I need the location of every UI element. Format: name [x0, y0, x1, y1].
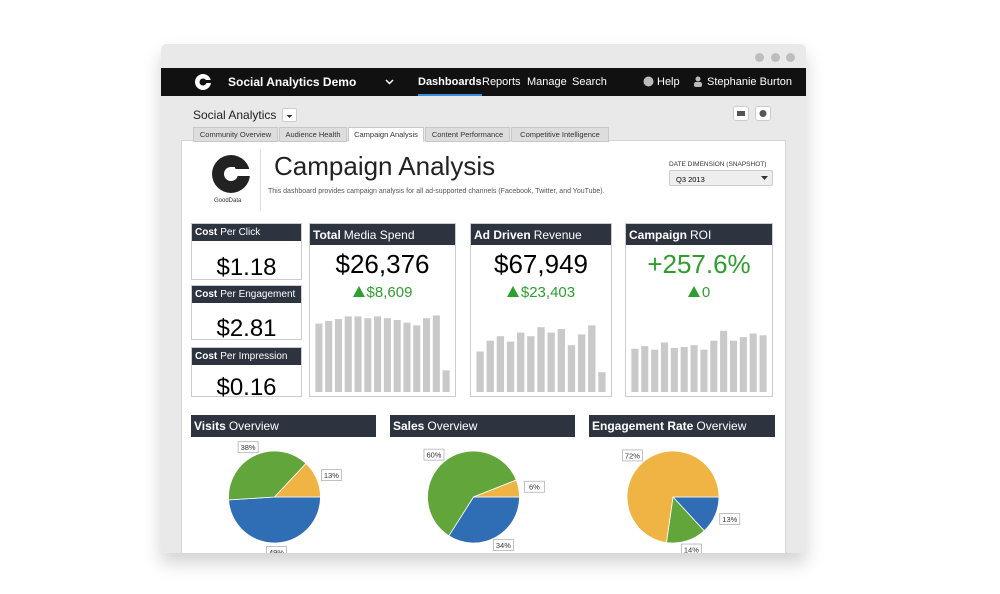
window-dot[interactable] — [755, 53, 764, 62]
card-header: Ad Driven Revenue — [471, 224, 611, 245]
tab[interactable]: Competitive Intelligence — [511, 127, 609, 142]
card-value: $26,376 — [335, 249, 430, 279]
logo-icon[interactable] — [194, 73, 212, 91]
kpi-header: Cost Per Impression — [192, 348, 301, 365]
pie-header-rest: Overview — [228, 419, 279, 433]
card-header-rest: Revenue — [533, 228, 582, 242]
pie-header: Visits Overview — [191, 415, 376, 437]
delta-value: $23,403 — [520, 284, 576, 301]
card-header-rest: ROI — [690, 228, 712, 242]
user-icon[interactable] — [693, 76, 703, 87]
window-dot[interactable] — [771, 53, 780, 62]
card-header-rest: Media Spend — [343, 228, 415, 242]
kpi-header-rest: Per Engagement — [220, 289, 296, 300]
card-header: Campaign ROI — [626, 224, 772, 245]
nav-link[interactable]: Manage — [527, 76, 567, 88]
kpi-header-bold: Cost — [195, 351, 218, 362]
window-dot[interactable] — [786, 53, 795, 62]
up-arrow — [352, 286, 365, 297]
chevron[interactable] — [385, 79, 394, 85]
pie-header-bold: Sales — [393, 419, 425, 433]
nav-bar: Social Analytics Demo Dashboards Reports… — [161, 68, 806, 96]
pie-header-bold: Visits — [194, 419, 226, 433]
card-header-bold: Total — [313, 228, 341, 242]
card-delta: 0 — [626, 284, 772, 301]
pie-header-bold: Engagement Rate — [592, 419, 694, 433]
card-header: Total Media Spend — [310, 224, 455, 245]
help-icon[interactable] — [643, 76, 654, 87]
card-header-bold: Ad Driven — [474, 228, 531, 242]
product-name[interactable]: Social Analytics Demo — [228, 75, 357, 89]
nav-link[interactable]: Search — [572, 76, 607, 88]
tab[interactable]: Community Overview — [193, 127, 278, 142]
kpi-header-bold: Cost — [195, 289, 218, 300]
tab[interactable]: Audience Health — [279, 127, 347, 142]
card: Ad Driven Revenue $67,949 $23,403 — [470, 223, 612, 397]
kpi-header-rest: Per Click — [220, 227, 261, 238]
dashboard-title: Social Analytics — [193, 108, 277, 122]
logo-text: GoodData — [214, 198, 242, 204]
card: Campaign ROI +257.6% 0 — [625, 223, 773, 397]
up-arrow — [506, 286, 519, 297]
date-value[interactable]: Q3 2013 — [676, 175, 705, 184]
kpi-header: Cost Per Click — [192, 224, 301, 241]
kpi-box: Cost Per Engagement $2.81 — [191, 285, 302, 342]
print-button[interactable] — [733, 106, 749, 121]
date-dropdown[interactable]: Q3 2013 — [669, 170, 773, 186]
up-arrow — [687, 286, 700, 297]
pie-header: Engagement Rate Overview — [589, 415, 775, 437]
card-delta: $23,403 — [471, 284, 611, 301]
nav-link[interactable]: Dashboards — [418, 76, 482, 96]
kpi-value: $2.81 — [216, 314, 277, 342]
pie-header: Sales Overview — [390, 415, 575, 437]
card: Total Media Spend $26,376 $8,609 — [309, 223, 456, 397]
card-header-bold: Campaign — [629, 228, 688, 242]
date-label: DATE DIMENSION (SNAPSHOT) — [669, 161, 767, 168]
kpi-box: Cost Per Impression $0.16 — [191, 347, 302, 401]
pie-header-rest: Overview — [696, 419, 747, 433]
kpi-header-rest: Per Impression — [220, 351, 288, 362]
tab[interactable]: Campaign Analysis — [348, 127, 424, 142]
pie-header-rest: Overview — [427, 419, 478, 433]
nav-link[interactable]: Reports — [482, 76, 521, 88]
browser-window: Social Analytics Demo Dashboards Reports… — [161, 44, 806, 553]
card-value: +257.6% — [647, 249, 751, 279]
kpi-value: $1.18 — [216, 253, 277, 281]
gooddata-logo — [212, 155, 251, 193]
delta-value: $8,609 — [366, 284, 413, 301]
user-name[interactable]: Stephanie Burton — [707, 76, 793, 88]
card-value: $67,949 — [494, 249, 588, 279]
kpi-value: $0.16 — [216, 374, 277, 401]
settings-button[interactable] — [755, 106, 771, 121]
kpi-header-bold: Cost — [195, 227, 218, 238]
help-link[interactable]: Help — [657, 76, 680, 88]
description: This dashboard provides campaign analysi… — [268, 188, 605, 195]
kpi-box: Cost Per Click $1.18 — [191, 223, 302, 281]
delta-value: 0 — [701, 284, 711, 301]
divider — [260, 149, 261, 211]
dashboard-dropdown[interactable] — [282, 108, 297, 122]
page-title: Campaign Analysis — [274, 151, 496, 181]
card-delta: $8,609 — [310, 284, 455, 301]
tab[interactable]: Content Performance — [425, 127, 510, 142]
kpi-header: Cost Per Engagement — [192, 286, 301, 303]
